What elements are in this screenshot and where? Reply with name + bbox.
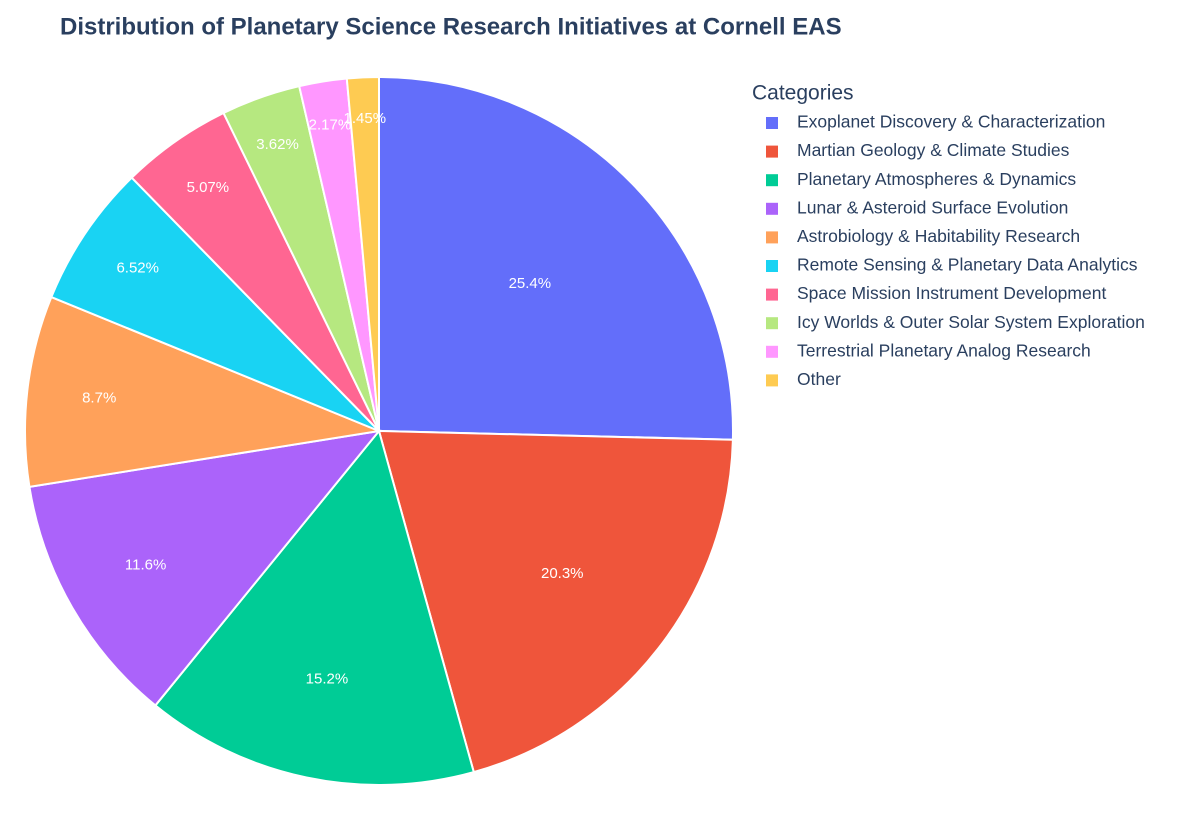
legend-label: Martian Geology & Climate Studies <box>797 140 1070 160</box>
legend-swatch <box>766 202 778 215</box>
legend-label: Terrestrial Planetary Analog Research <box>797 340 1091 360</box>
legend-title: Categories <box>752 82 854 105</box>
slice-label: 5.07% <box>187 179 230 196</box>
slice-label: 2.17% <box>309 116 352 133</box>
legend-label: Other <box>797 369 841 389</box>
legend-label: Lunar & Asteroid Surface Evolution <box>797 197 1068 217</box>
slice-label: 6.52% <box>116 259 159 276</box>
legend-swatch <box>766 374 778 387</box>
legend-swatch <box>766 117 778 129</box>
legend-label: Planetary Atmospheres & Dynamics <box>797 169 1076 189</box>
pie-slice <box>50 176 380 432</box>
pie-slice <box>377 429 734 774</box>
slice-label: 11.6% <box>125 556 166 573</box>
slice-label: 3.62% <box>256 136 299 153</box>
pie-slice <box>378 75 734 441</box>
legend-swatch <box>766 145 778 158</box>
pie-slice <box>345 75 380 432</box>
pie-slice <box>28 429 382 707</box>
legend-swatch <box>766 345 778 358</box>
slice-label: 25.4% <box>509 275 552 292</box>
legend-label: Exoplanet Discovery & Characterization <box>797 112 1105 132</box>
legend-swatch <box>766 288 778 301</box>
legend-swatch <box>766 174 778 187</box>
slice-label: 15.2% <box>306 671 349 688</box>
chart-title: Distribution of Planetary Science Resear… <box>60 13 842 40</box>
pie-slice <box>24 295 383 489</box>
legend-label: Space Mission Instrument Development <box>797 283 1106 303</box>
pie-slice <box>153 428 476 786</box>
legend-swatch <box>766 260 778 272</box>
legend-label: Icy Worlds & Outer Solar System Explorat… <box>797 312 1145 332</box>
legend-label: Astrobiology & Habitability Research <box>797 226 1080 246</box>
legend-label: Remote Sensing & Planetary Data Analytic… <box>797 255 1138 275</box>
slice-label: 8.7% <box>82 390 116 407</box>
legend-swatch <box>766 317 778 330</box>
slice-label: 1.45% <box>344 110 387 127</box>
slice-label: 20.3% <box>541 565 584 582</box>
legend-swatch <box>766 231 778 244</box>
